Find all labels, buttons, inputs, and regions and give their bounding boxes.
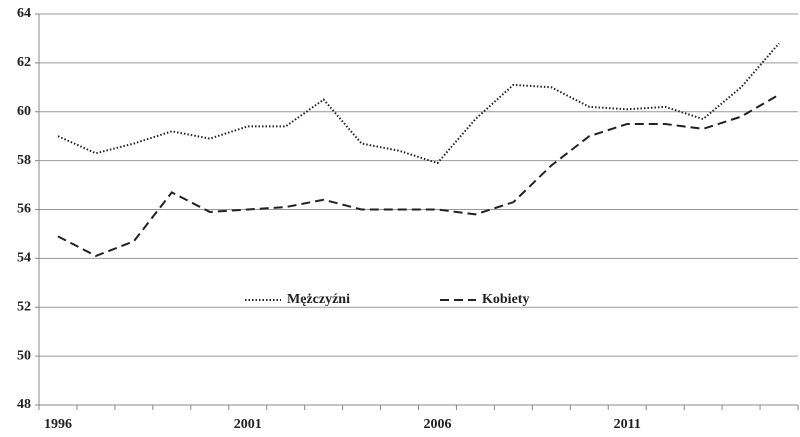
x-tick-label: 1996 bbox=[44, 417, 72, 432]
y-tick-label: 50 bbox=[17, 348, 31, 363]
y-tick-label: 60 bbox=[17, 104, 31, 119]
y-tick-label: 64 bbox=[17, 6, 31, 21]
y-tick-label: 54 bbox=[17, 251, 31, 266]
legend-label: Mężczyźni bbox=[287, 292, 350, 307]
x-tick-label: 2001 bbox=[234, 417, 262, 432]
legend-label: Kobiety bbox=[482, 292, 529, 307]
y-tick-label: 58 bbox=[17, 153, 31, 168]
y-tick-label: 62 bbox=[17, 55, 31, 70]
series-line bbox=[57, 93, 780, 258]
y-tick-label: 56 bbox=[17, 202, 31, 217]
x-tick-label: 2011 bbox=[614, 417, 641, 432]
y-tick-label: 48 bbox=[17, 397, 31, 412]
y-tick-label: 52 bbox=[17, 299, 31, 314]
x-tick-label: 2006 bbox=[423, 417, 451, 432]
series-line bbox=[57, 42, 780, 165]
